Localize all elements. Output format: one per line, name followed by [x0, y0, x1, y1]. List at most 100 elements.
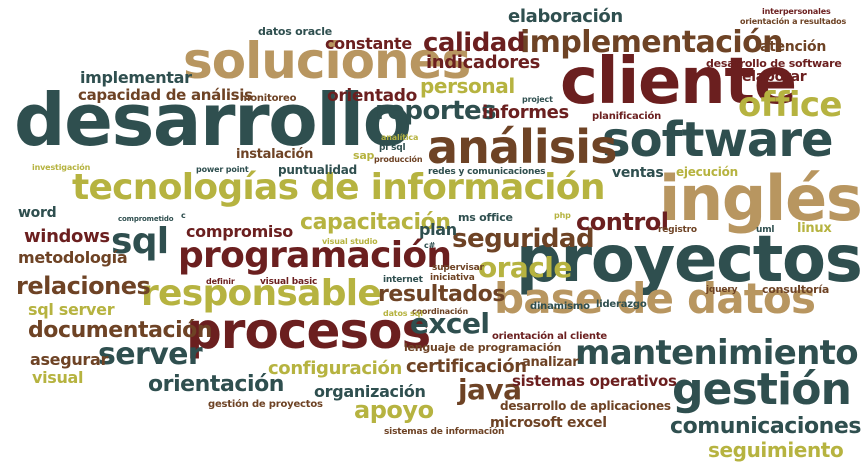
word-tecnologias-de-informacion: tecnologías de información: [72, 167, 605, 208]
word-compromiso: compromiso: [186, 222, 293, 241]
word-seguridad: seguridad: [452, 224, 595, 254]
word-indicadores: indicadores: [426, 52, 540, 73]
word-metodologia: metodología: [18, 248, 128, 267]
word-plan: plan: [419, 220, 457, 239]
word-comprometido: comprometido: [118, 215, 174, 223]
word-iniciativa: iniciativa: [430, 273, 475, 283]
word-planificacion: planificación: [592, 111, 662, 122]
word-organizacion: organización: [314, 382, 426, 401]
word-capacidad-de-analisis: capacidad de análisis: [78, 86, 253, 104]
word-produccion: producción: [374, 155, 423, 164]
word-php: php: [554, 211, 571, 220]
word-visual: visual: [32, 368, 84, 387]
word-elaboracion: elaboración: [508, 6, 623, 27]
word-excel: excel: [410, 307, 490, 340]
word-datos-sql: datos sql: [383, 309, 423, 318]
word-ejecucion: ejecución: [676, 165, 738, 179]
word-analitica: analítica: [381, 133, 419, 142]
word-dinamismo: dinamismo: [530, 301, 590, 312]
word-personal: personal: [420, 74, 515, 98]
word-internet: internet: [383, 275, 423, 285]
word-capacitacion: capacitación: [300, 210, 451, 235]
word-sql-server: sql server: [28, 300, 115, 319]
word-apoyo: apoyo: [354, 396, 434, 424]
word-comunicaciones: comunicaciones: [670, 414, 862, 439]
word-seguimiento: seguimiento: [708, 438, 844, 462]
word-investigacion: investigación: [32, 163, 91, 172]
word-supervisar: supervisar: [432, 263, 484, 273]
word-project: project: [522, 95, 553, 104]
word-relaciones: relaciones: [16, 272, 151, 300]
word-datos-oracle: datos oracle: [258, 25, 333, 38]
word-asegurar: asegurar: [30, 350, 109, 369]
word-jquery: jquery: [706, 285, 738, 295]
word-sistemas-de-informacion: sistemas de información: [384, 427, 505, 437]
word-orientacion: orientación: [148, 372, 284, 397]
word-atencion: atención: [760, 39, 827, 55]
word-instalacion: instalación: [236, 147, 314, 162]
word-uml: uml: [756, 225, 775, 235]
word-procesos: procesos: [186, 302, 431, 360]
word-ms-office: ms office: [458, 211, 513, 224]
word-implementacion: implementación: [520, 25, 783, 60]
word-windows: windows: [24, 226, 110, 247]
word-linux: linux: [797, 221, 832, 236]
word-consultoria: consultoría: [762, 283, 830, 296]
word-constante: constante: [325, 34, 412, 53]
word-interpersonales: interpersonales: [762, 7, 831, 16]
word-oracle: oracle: [478, 251, 572, 284]
word-c: c: [181, 211, 186, 220]
word-orientacion-a-resultados: orientación a resultados: [740, 17, 847, 26]
word-definir: definir: [206, 277, 235, 286]
word-software: software: [602, 112, 834, 168]
word-analisis: análisis: [427, 120, 617, 174]
word-sql: sql: [111, 221, 169, 262]
word-c-sharp: c#: [424, 241, 436, 250]
word-gestion: gestión: [672, 364, 852, 415]
word-cliente: cliente: [560, 45, 797, 119]
word-calidad: calidad: [423, 28, 525, 58]
word-coordinacion: coordinación: [412, 307, 468, 316]
word-visual-basic: visual basic: [260, 277, 318, 287]
word-monitoreo: monitoreo: [240, 93, 297, 104]
word-analizar: analizar: [522, 355, 579, 370]
word-puntualidad: puntualidad: [278, 163, 357, 177]
word-gestion-de-proyectos: gestión de proyectos: [208, 399, 323, 410]
word-soluciones: soluciones: [183, 32, 471, 90]
word-redes-y-comunicaciones: redes y comunicaciones: [428, 167, 546, 177]
word-configuracion: configuración: [268, 358, 402, 379]
word-pl-sql: pl sql: [379, 143, 406, 153]
word-base-de-datos: base de datos: [494, 274, 816, 323]
word-sistemas-operativos: sistemas operativos: [512, 372, 677, 390]
word-ventas: ventas: [612, 165, 664, 181]
word-desarrollo: desarrollo: [14, 78, 412, 162]
word-informes: informes: [482, 102, 569, 123]
word-elaborar: elaborar: [742, 69, 807, 85]
word-liderazgo: liderazgo: [596, 299, 647, 310]
word-java: java: [458, 373, 522, 406]
word-desarrollo-de-aplicaciones: desarrollo de aplicaciones: [500, 399, 671, 413]
word-control: control: [576, 208, 669, 236]
word-sap: sap: [353, 149, 375, 162]
word-implementar: implementar: [80, 68, 192, 87]
word-ingles: inglés: [659, 162, 863, 235]
word-server: server: [98, 337, 203, 372]
word-visual-studio: visual studio: [322, 237, 378, 246]
word-office: office: [738, 85, 842, 125]
word-certificacion: certificación: [406, 356, 527, 377]
word-proyectos: proyectos: [516, 223, 863, 297]
word-reportes: reportes: [375, 96, 497, 126]
word-registro: registro: [658, 225, 697, 235]
word-desarrollo-de-software: desarrollo de software: [706, 57, 842, 70]
word-word: word: [18, 205, 57, 221]
word-power-point: power point: [196, 165, 249, 174]
word-resultados: resultados: [378, 282, 505, 307]
word-orientacion-al-cliente: orientación al cliente: [492, 331, 607, 342]
word-orientado: orientado: [327, 86, 417, 106]
word-responsable: responsable: [141, 273, 382, 314]
word-programacion: programación: [178, 235, 452, 276]
word-lenguaje-de-programacion: lenguaje de programación: [404, 341, 562, 354]
word-microsoft-excel: microsoft excel: [490, 415, 607, 431]
word-mantenimiento: mantenimiento: [575, 333, 859, 373]
